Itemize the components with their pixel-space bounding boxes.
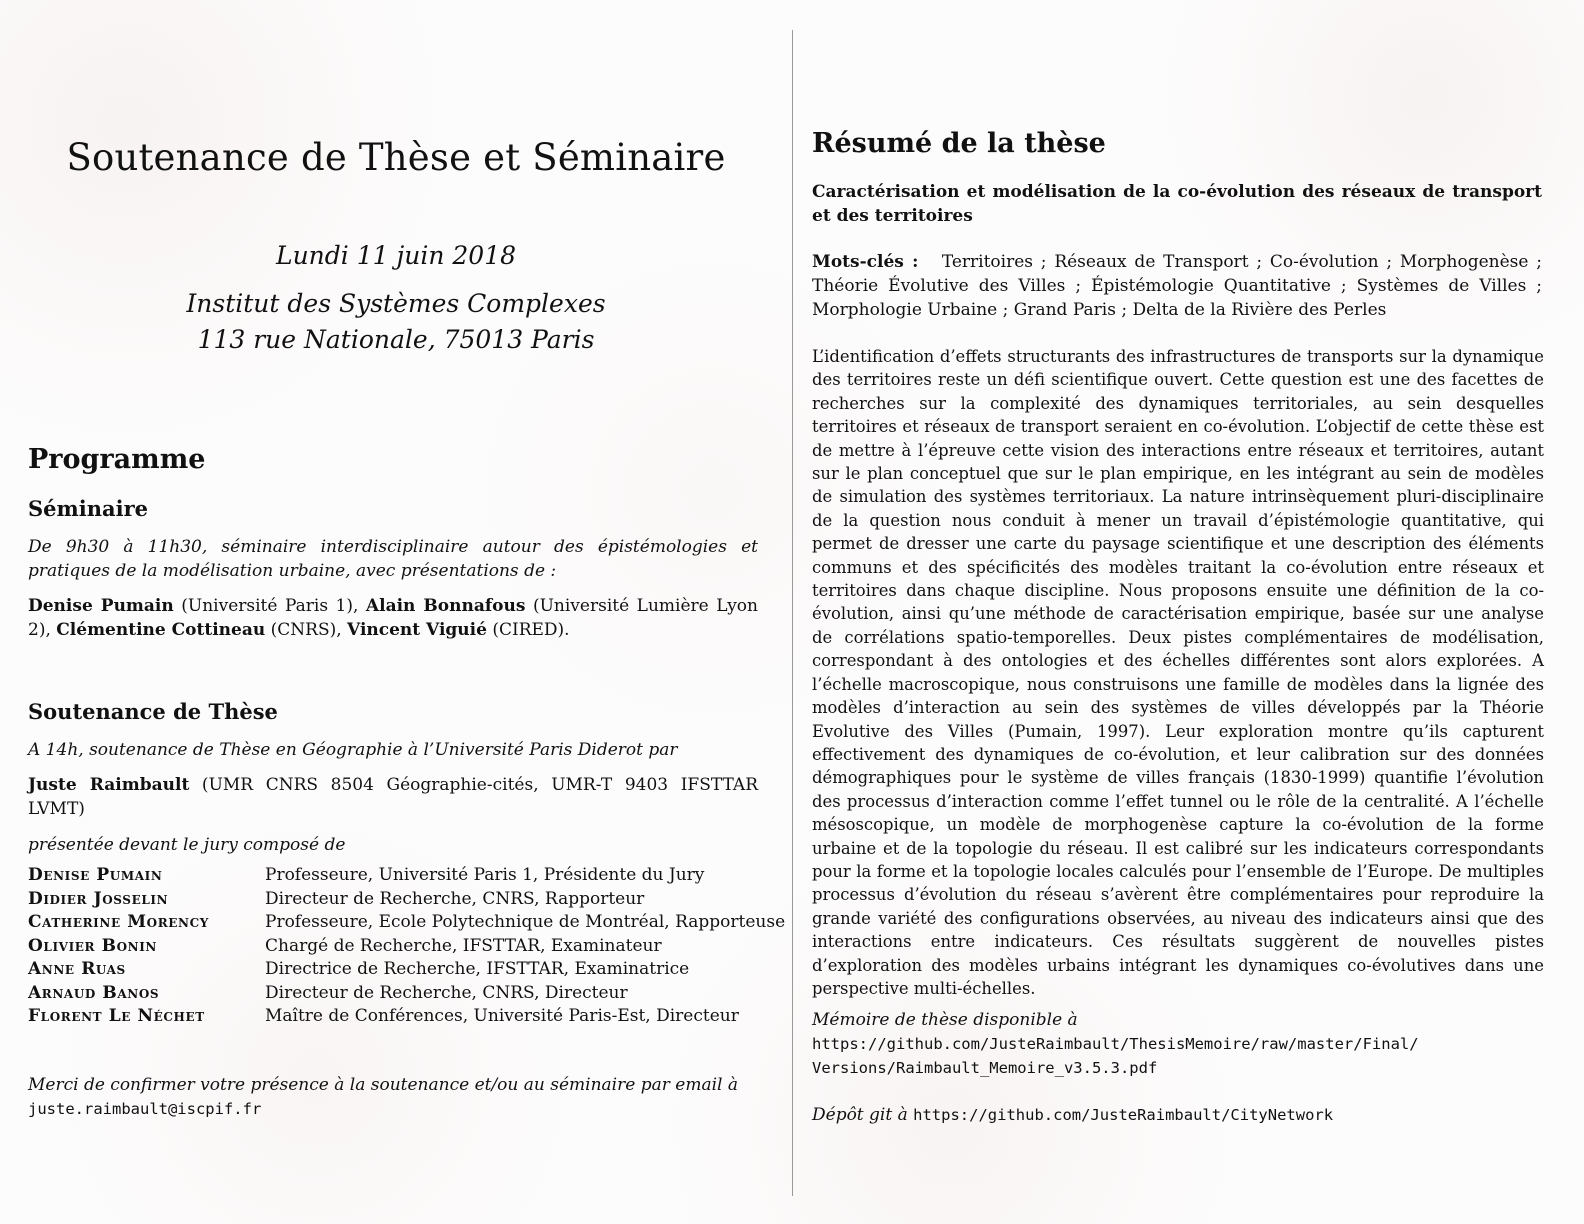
memoire-label: Mémoire de thèse disponible à	[812, 1010, 1078, 1030]
keywords-block: Mots-clés : Territoires ; Réseaux de Tra…	[812, 250, 1542, 322]
venue-name: Institut des Systèmes Complexes	[186, 289, 606, 318]
column-divider	[792, 30, 793, 1196]
jury-member-role: Professeure, Ecole Polytechnique de Mont…	[265, 912, 786, 932]
memoire-url-line2: Versions/Raimbault_Memoire_v3.5.3.pdf	[812, 1059, 1158, 1077]
rsvp-text: Merci de confirmer votre présence à la s…	[28, 1075, 738, 1095]
soutenance-heading: Soutenance de Thèse	[28, 699, 278, 724]
jury-member-name: Olivier Bonin	[28, 935, 157, 956]
jury-row: Anne Ruas Directrice de Recherche, IFSTTA…	[28, 958, 785, 982]
keywords-label: Mots-clés :	[812, 252, 919, 272]
candidate-affiliation: (UMR CNRS 8504 Géographie-cités, UMR-T 9…	[28, 775, 758, 819]
candidate-name: Juste Raimbault	[28, 775, 190, 795]
seminaire-heading: Séminaire	[28, 496, 149, 521]
jury-member-name: Anne Ruas	[28, 959, 126, 979]
jury-row: Florent Le Néchet Maître de Conférences, …	[28, 1005, 785, 1029]
memoire-url-line1: https://github.com/JusteRaimbault/Thesis…	[812, 1035, 1419, 1053]
speaker-affiliation: (Université Lumière Lyon 2),	[28, 596, 758, 640]
event-date-venue: Lundi 11 juin 2018 Institut des Systèmes…	[0, 238, 792, 358]
resume-heading: Résumé de la thèse	[812, 128, 1106, 159]
jury-member-role: Directeur de Recherche, CNRS, Rapporteur	[265, 888, 645, 909]
git-label: Dépôt git à	[812, 1105, 908, 1125]
soutenance-description: A 14h, soutenance de Thèse en Géographie…	[28, 740, 678, 760]
speaker-affiliation: (Université Paris 1),	[173, 596, 366, 616]
jury-row: Catherine Morency Professeure, Ecole Poly…	[28, 911, 785, 935]
jury-row: Denise Pumain Professeure, Université Par…	[28, 864, 785, 888]
jury-list: Denise Pumain Professeure, Université Par…	[28, 864, 785, 1029]
page-title: Soutenance de Thèse et Séminaire	[66, 136, 726, 179]
jury-row: Olivier Bonin Chargé de Recherche, IFSTTA…	[28, 935, 785, 959]
jury-member-role: Directrice de Recherche, IFSTTAR, Examin…	[265, 959, 690, 979]
speaker-affiliation: (CIRED).	[486, 620, 570, 640]
candidate-line: Juste Raimbault (UMR CNRS 8504 Géographi…	[28, 773, 758, 821]
jury-member-role: Maître de Conférences, Université Paris-…	[265, 1006, 739, 1026]
jury-row: Didier Josselin Directeur de Recherche, C…	[28, 888, 785, 912]
git-url-link[interactable]: https://github.com/JusteRaimbault/CityNe…	[913, 1106, 1334, 1124]
event-date: Lundi 11 juin 2018	[275, 241, 517, 270]
jury-member-name: Florent Le Néchet	[28, 1006, 205, 1026]
speaker-name: Alain Bonnafous	[365, 596, 526, 616]
jury-member-name: Catherine Morency	[28, 912, 209, 932]
rsvp-block: Merci de confirmer votre présence à la s…	[28, 1073, 768, 1121]
seminaire-speakers: Denise Pumain (Université Paris 1), Alai…	[28, 594, 758, 642]
speaker-name: Clémentine Cottineau	[56, 620, 266, 640]
jury-member-role: Professeure, Université Paris 1, Préside…	[265, 865, 705, 885]
jury-member-role: Directeur de Recherche, CNRS, Directeur	[265, 982, 628, 1003]
rsvp-email-link[interactable]: juste.raimbault@iscpif.fr	[28, 1100, 262, 1118]
seminaire-description: De 9h30 à 11h30, séminaire interdiscipli…	[28, 537, 758, 581]
jury-member-name: Arnaud Banos	[28, 982, 160, 1003]
keywords-list: Territoires ; Réseaux de Transport ; Co-…	[812, 252, 1542, 320]
jury-member-name: Denise Pumain	[28, 865, 163, 885]
memoire-url-link[interactable]: https://github.com/JusteRaimbault/Thesis…	[812, 1035, 1419, 1077]
abstract-text: L’identification d’effets structurants d…	[812, 347, 1544, 998]
venue-address: 113 rue Nationale, 75013 Paris	[197, 325, 595, 354]
memoire-block: Mémoire de thèse disponible à https://gi…	[812, 1008, 1552, 1080]
speaker-affiliation: (CNRS),	[265, 620, 348, 640]
speaker-name: Vincent Viguié	[347, 620, 487, 640]
jury-intro: présentée devant le jury composé de	[28, 835, 346, 855]
jury-member-name: Didier Josselin	[28, 888, 169, 909]
programme-heading: Programme	[28, 444, 206, 475]
jury-member-role: Chargé de Recherche, IFSTTAR, Examinateu…	[265, 935, 662, 956]
speaker-name: Denise Pumain	[28, 596, 174, 616]
thesis-title: Caractérisation et modélisation de la co…	[812, 182, 1542, 226]
git-block: Dépôt git à https://github.com/JusteRaim…	[812, 1103, 1552, 1127]
jury-row: Arnaud Banos Directeur de Recherche, CNRS…	[28, 982, 785, 1006]
